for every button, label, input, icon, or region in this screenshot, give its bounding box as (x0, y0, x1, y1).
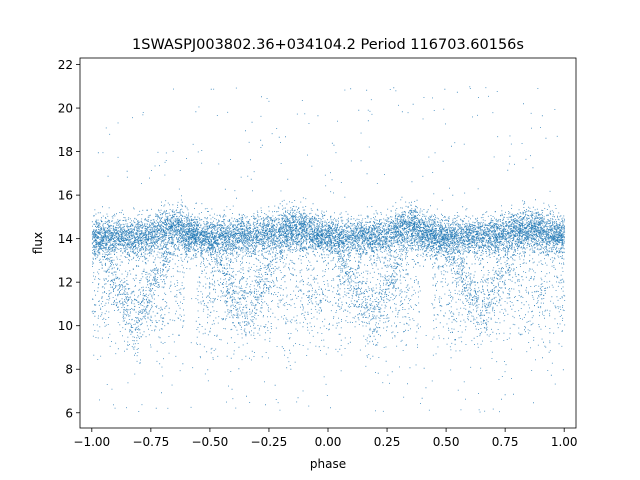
y-tick-label: 14 (58, 232, 73, 246)
x-tick-label: 0.75 (492, 435, 519, 449)
x-axis-label: phase (310, 457, 346, 471)
chart-title: 1SWASPJ003802.36+034104.2 Period 116703.… (132, 37, 524, 53)
y-axis-label: flux (31, 232, 45, 254)
y-tick-label: 10 (58, 319, 73, 333)
x-tick-label: −0.50 (192, 435, 229, 449)
x-tick-label: 0.25 (374, 435, 401, 449)
y-tick-label: 22 (58, 58, 73, 72)
x-tick-label: 0.00 (315, 435, 342, 449)
y-tick-label: 6 (65, 406, 73, 420)
x-tick-label: −0.75 (132, 435, 169, 449)
y-axis: 6 8 10 12 14 16 18 20 22 (58, 58, 80, 420)
data-points (91, 86, 566, 413)
x-tick-label: 0.50 (433, 435, 460, 449)
y-tick-label: 16 (58, 189, 73, 203)
y-tick-label: 8 (65, 363, 73, 377)
x-axis: −1.00 −0.75 −0.50 −0.25 0.00 0.25 0.50 0.75 1.00 (73, 428, 578, 449)
y-tick-label: 12 (58, 276, 73, 290)
y-tick-label: 20 (58, 102, 73, 116)
x-tick-label: −1.00 (73, 435, 110, 449)
y-tick-label: 18 (58, 145, 73, 159)
x-tick-label: 1.00 (551, 435, 578, 449)
data-point-cluster (92, 86, 565, 413)
x-tick-label: −0.25 (251, 435, 288, 449)
